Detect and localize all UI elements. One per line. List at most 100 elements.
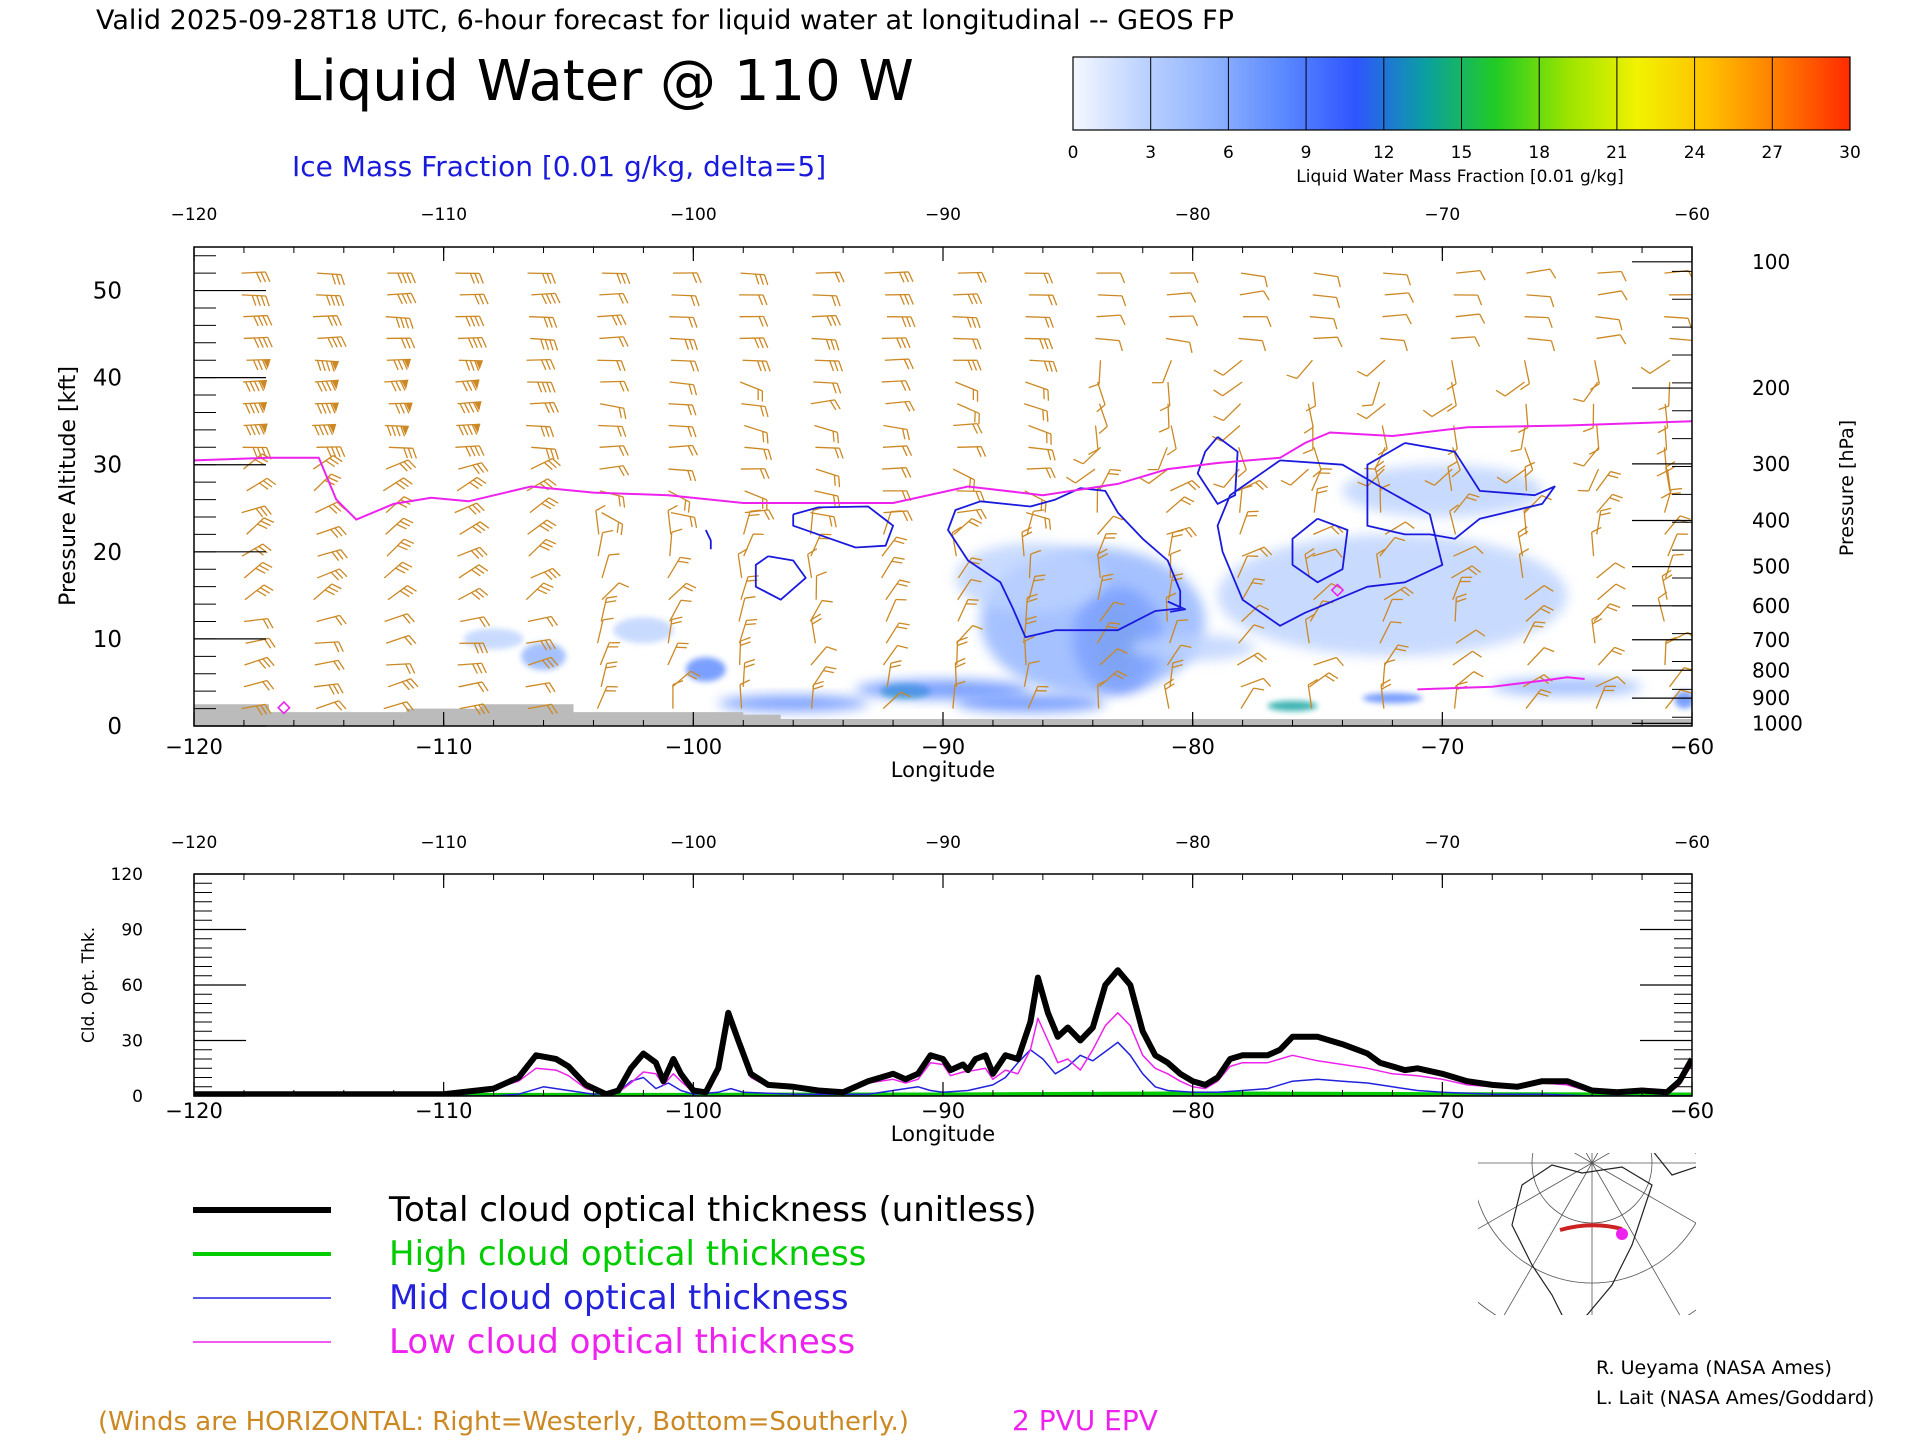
- wind-barb: [385, 316, 414, 329]
- liquid-water-blob: [685, 657, 726, 682]
- wind-barb: [671, 294, 700, 307]
- wind-barb: [1025, 381, 1050, 401]
- colorbar-tick-label: 6: [1223, 143, 1234, 163]
- liquid-water-blob: [1492, 678, 1643, 696]
- wind-barb: [599, 465, 630, 477]
- wind-barb: [454, 502, 485, 515]
- ice-contour: [792, 505, 894, 549]
- wind-barb: [1361, 381, 1381, 407]
- wind-barb: [243, 561, 273, 579]
- wind-barb: [670, 511, 698, 529]
- wind-barb: [458, 681, 489, 693]
- ice-contour: [1216, 459, 1444, 627]
- x-tick-label-top: −80: [1175, 833, 1211, 853]
- wind-barb: [1453, 493, 1480, 514]
- wind-barb: [1660, 468, 1672, 499]
- top-xlabel: Longitude: [891, 758, 995, 782]
- wind-barb: [1236, 652, 1267, 666]
- wind-barb: [669, 381, 698, 396]
- wind-barb: [669, 528, 683, 557]
- cross-section-axes: −120 −120 −110 −110 −100 −100 −90 −90 −80 −80 −70 −…: [93, 205, 1803, 759]
- liquid-water-blob: [521, 642, 567, 671]
- wind-barb: [1024, 635, 1035, 666]
- pressure-tick-label: 400: [1752, 508, 1790, 532]
- wind-barb: [1240, 687, 1265, 709]
- legend-label: Low cloud optical thickness: [389, 1322, 855, 1362]
- wind-barb: [1239, 510, 1259, 535]
- wind-barb: [885, 293, 914, 305]
- wind-barb: [1159, 381, 1171, 412]
- wind-barb: [811, 314, 841, 327]
- wind-barb: [1669, 337, 1692, 342]
- wind-barb: [1213, 403, 1241, 422]
- wind-barb: [1286, 359, 1313, 380]
- x-tick-label: −60: [1670, 1099, 1714, 1123]
- wind-barb: [1169, 619, 1189, 644]
- wind-barb: [670, 359, 700, 372]
- wind-barb: [1384, 521, 1415, 535]
- wind-barb: [1139, 468, 1169, 484]
- topography-fill: [194, 704, 1692, 726]
- wind-barb: [1237, 479, 1268, 492]
- wind-barb: [1454, 593, 1467, 622]
- wind-barb: [1589, 360, 1600, 391]
- wind-barb: [814, 359, 844, 372]
- wind-barb: [530, 457, 561, 471]
- wind-barb: [1097, 573, 1114, 600]
- wind-barb: [458, 462, 489, 475]
- wind-barb: [455, 379, 480, 392]
- wind-barb: [1240, 677, 1272, 688]
- wind-barb: [1303, 403, 1314, 434]
- wind-barb: [527, 703, 558, 715]
- liquid-water-blob: [463, 628, 524, 650]
- wind-barb: [531, 446, 559, 460]
- wind-barb: [1595, 676, 1626, 688]
- wind-barb: [885, 598, 907, 622]
- pressure-tick-label: 100: [1752, 250, 1790, 274]
- wind-barb: [525, 582, 554, 601]
- ice-contour: [704, 529, 712, 550]
- top-ylabel: Pressure Altitude [kft]: [56, 366, 81, 606]
- pvu-contours: [194, 420, 1692, 715]
- wind-barb: [953, 359, 982, 371]
- wind-barb: [530, 567, 561, 581]
- wind-barb: [885, 622, 910, 644]
- wind-barb: [1158, 403, 1170, 433]
- wind-barb: [739, 337, 769, 349]
- wind-barb: [1597, 583, 1626, 601]
- wind-barb: [957, 446, 987, 457]
- wind-barb: [597, 529, 614, 557]
- wind-barb: [1383, 586, 1414, 601]
- wind-barb: [1304, 613, 1316, 644]
- wind-barb: [881, 556, 905, 579]
- x-tick-label: −120: [165, 1099, 223, 1123]
- wind-barb: [1025, 316, 1054, 328]
- wind-barb: [1238, 624, 1265, 644]
- wind-barb: [385, 634, 417, 646]
- colorbar-tick-label: 3: [1145, 143, 1156, 163]
- wind-barb: [1379, 536, 1406, 557]
- wind-barb: [527, 519, 557, 535]
- wind-barb: [1096, 515, 1124, 535]
- ice-contour: [1167, 600, 1187, 613]
- wind-barb: [1023, 615, 1037, 644]
- x-tick-label: −100: [664, 1099, 722, 1123]
- wind-barb: [1097, 548, 1109, 579]
- series-line-mid: [194, 1041, 1692, 1096]
- wind-barb: [1526, 268, 1557, 279]
- wind-barb: [1027, 685, 1049, 709]
- colorbar-tick-label: 0: [1068, 143, 1079, 163]
- wind-barb: [815, 468, 841, 488]
- wind-barb: [815, 571, 827, 600]
- wind-barb: [1588, 425, 1600, 455]
- pressure-tick-label: 700: [1752, 628, 1790, 652]
- wind-barb: [1455, 629, 1486, 644]
- wind-barb: [526, 358, 556, 370]
- wind-barb: [1596, 334, 1627, 345]
- wind-barb: [952, 316, 981, 329]
- y-tick-label: 10: [93, 627, 122, 653]
- wind-barb: [531, 292, 561, 305]
- wind-barb: [528, 538, 557, 557]
- wind-barb: [1520, 360, 1531, 391]
